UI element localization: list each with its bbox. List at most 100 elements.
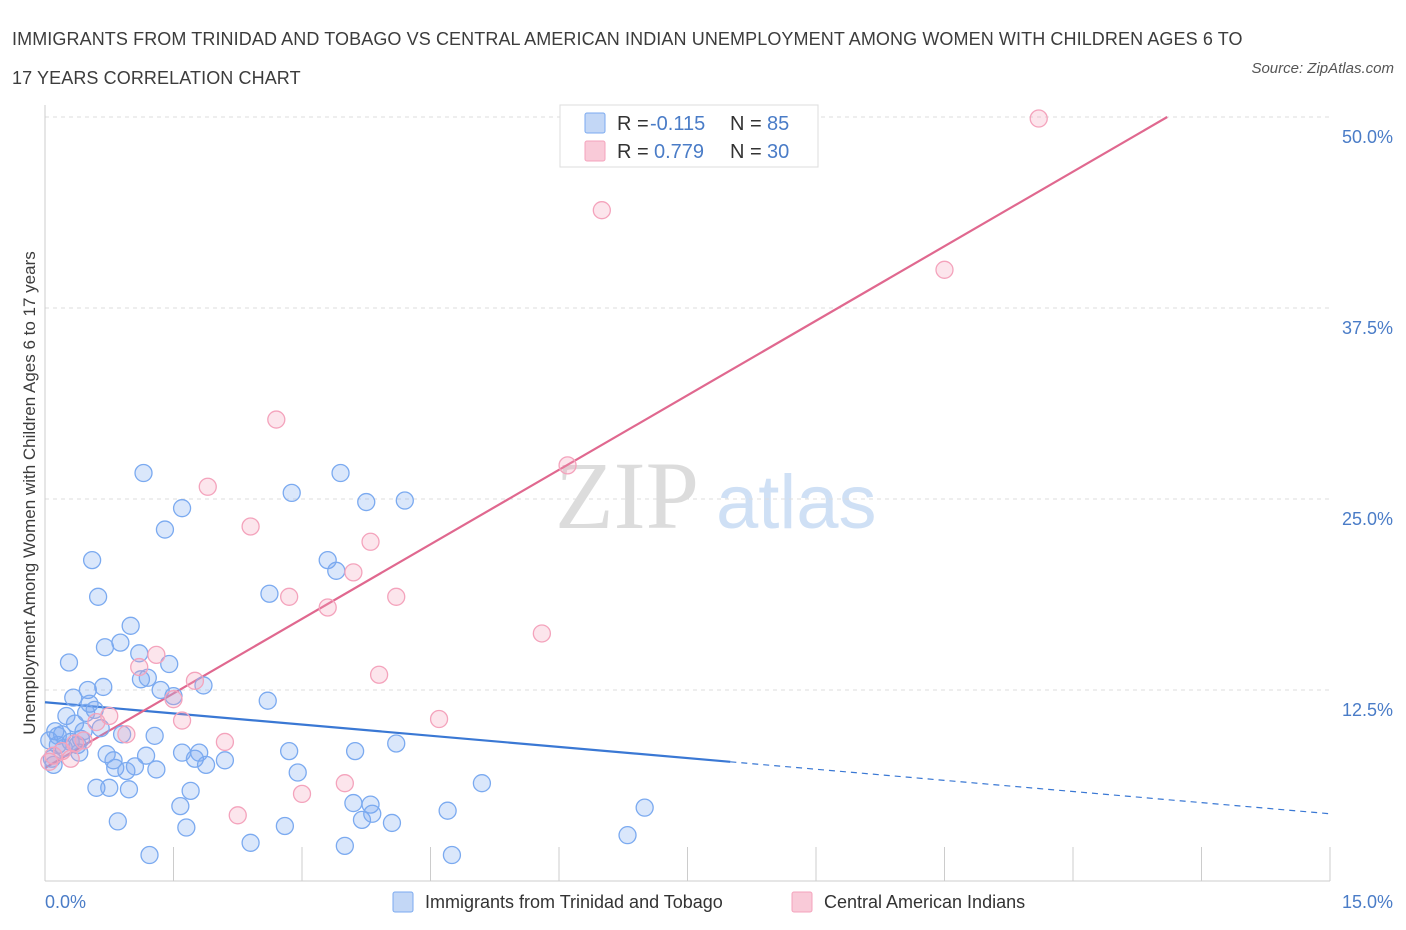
point-trinidad-tobago [172, 499, 192, 518]
point-central-american-indian [228, 806, 247, 825]
point-central-american-indian [198, 477, 217, 496]
point-central-american-indian [558, 456, 577, 475]
point-trinidad-tobago [282, 483, 301, 503]
point-trinidad-tobago [78, 680, 97, 700]
point-trinidad-tobago [215, 751, 235, 770]
series-legend: Immigrants from Trinidad and Tobago Cent… [392, 891, 1025, 913]
point-trinidad-tobago [104, 751, 123, 770]
legend-n-value-1: 85 [767, 113, 789, 135]
legend-r-value-2: 0.779 [654, 141, 704, 163]
y-tick-label: 37.5% [1342, 318, 1393, 338]
trend-lines [44, 116, 1331, 815]
x-tick-labels: 0.0% 15.0% [45, 892, 1393, 912]
point-trinidad-tobago [108, 812, 127, 831]
point-central-american-indian [532, 624, 552, 643]
point-central-american-indian [335, 774, 354, 793]
point-central-american-indian [74, 731, 93, 750]
point-trinidad-tobago [279, 741, 299, 761]
point-central-american-indian [44, 746, 63, 765]
y-axis-title: Unemployment Among Women with Children A… [20, 251, 39, 735]
point-trinidad-tobago [335, 836, 354, 856]
point-trinidad-tobago [155, 520, 175, 539]
point-central-american-indian [592, 201, 611, 220]
point-trinidad-tobago [97, 745, 116, 764]
legend-r-label-1: R = [617, 113, 649, 135]
point-trinidad-tobago [95, 638, 115, 657]
point-trinidad-tobago [395, 491, 414, 510]
watermark-atlas: atlas [716, 460, 877, 545]
point-trinidad-tobago [196, 755, 216, 775]
point-trinidad-tobago [160, 654, 179, 674]
point-central-american-indian [164, 690, 183, 709]
point-trinidad-tobago [194, 676, 213, 695]
point-trinidad-tobago [64, 688, 83, 707]
point-trinidad-tobago [241, 833, 260, 852]
point-trinidad-tobago [472, 774, 492, 793]
legend-swatch-pink [584, 140, 606, 162]
x-tick-label-max: 15.0% [1342, 892, 1393, 912]
point-central-american-indian [361, 532, 380, 551]
point-trinidad-tobago [382, 813, 402, 833]
point-central-american-indian [267, 410, 286, 429]
chart-title: IMMIGRANTS FROM TRINIDAD AND TOBAGO VS C… [12, 29, 1243, 88]
point-trinidad-tobago [117, 761, 136, 781]
point-trinidad-tobago [136, 746, 156, 765]
point-trinidad-tobago [635, 798, 654, 817]
series-legend-label-blue: Immigrants from Trinidad and Tobago [425, 892, 723, 912]
point-trinidad-tobago [112, 725, 132, 744]
point-central-american-indian [147, 645, 166, 665]
point-trinidad-tobago [275, 816, 295, 836]
point-trinidad-tobago [147, 760, 166, 779]
point-trinidad-tobago [344, 793, 363, 813]
point-central-american-indian [215, 732, 235, 752]
point-trinidad-tobago [82, 550, 102, 570]
point-central-american-indian [935, 260, 954, 279]
point-trinidad-tobago [618, 826, 637, 845]
point-trinidad-tobago [352, 810, 372, 830]
point-trinidad-tobago [288, 763, 307, 782]
point-trinidad-tobago [106, 758, 125, 778]
point-central-american-indian [1029, 109, 1048, 128]
point-central-american-indian [318, 598, 337, 617]
point-trinidad-tobago [111, 633, 130, 652]
point-central-american-indian [117, 725, 136, 744]
point-central-american-indian [130, 657, 149, 677]
point-central-american-indian [172, 711, 192, 730]
trend-line-central-american-indian [44, 116, 1168, 769]
point-central-american-indian [344, 563, 363, 582]
point-trinidad-tobago [181, 781, 200, 800]
point-central-american-indian [429, 709, 449, 729]
stats-legend: R = -0.115 N = 85 R = 0.779 N = 30 [559, 104, 819, 168]
point-trinidad-tobago [171, 796, 190, 816]
point-trinidad-tobago [331, 463, 350, 483]
point-trinidad-tobago [438, 801, 457, 820]
series-legend-swatch-blue [392, 891, 414, 913]
point-central-american-indian [387, 587, 406, 606]
point-trinidad-tobago [258, 691, 277, 710]
y-tick-label: 12.5% [1342, 700, 1393, 720]
point-central-american-indian [185, 671, 205, 690]
point-central-american-indian [61, 749, 80, 768]
point-trinidad-tobago [357, 492, 376, 512]
legend-r-value-1: -0.115 [650, 113, 705, 135]
series-legend-swatch-pink [791, 891, 813, 913]
series-legend-label-pink: Central American Indians [824, 892, 1025, 912]
point-trinidad-tobago [100, 778, 119, 797]
trend-line-trinidad-tobago [44, 701, 731, 763]
point-central-american-indian [279, 587, 299, 606]
point-trinidad-tobago [363, 804, 382, 823]
point-trinidad-tobago [88, 587, 108, 606]
point-trinidad-tobago [177, 818, 196, 837]
y-tick-label: 25.0% [1342, 509, 1393, 529]
point-trinidad-tobago [145, 726, 164, 745]
legend-r-label-2: R = [617, 141, 649, 163]
point-trinidad-tobago [125, 757, 145, 776]
point-trinidad-tobago [387, 734, 406, 753]
point-trinidad-tobago [94, 677, 113, 697]
point-trinidad-tobago [345, 741, 365, 761]
point-trinidad-tobago [119, 780, 139, 799]
legend-swatch-blue [584, 112, 606, 134]
axes [44, 105, 1331, 882]
point-trinidad-tobago [260, 584, 279, 603]
